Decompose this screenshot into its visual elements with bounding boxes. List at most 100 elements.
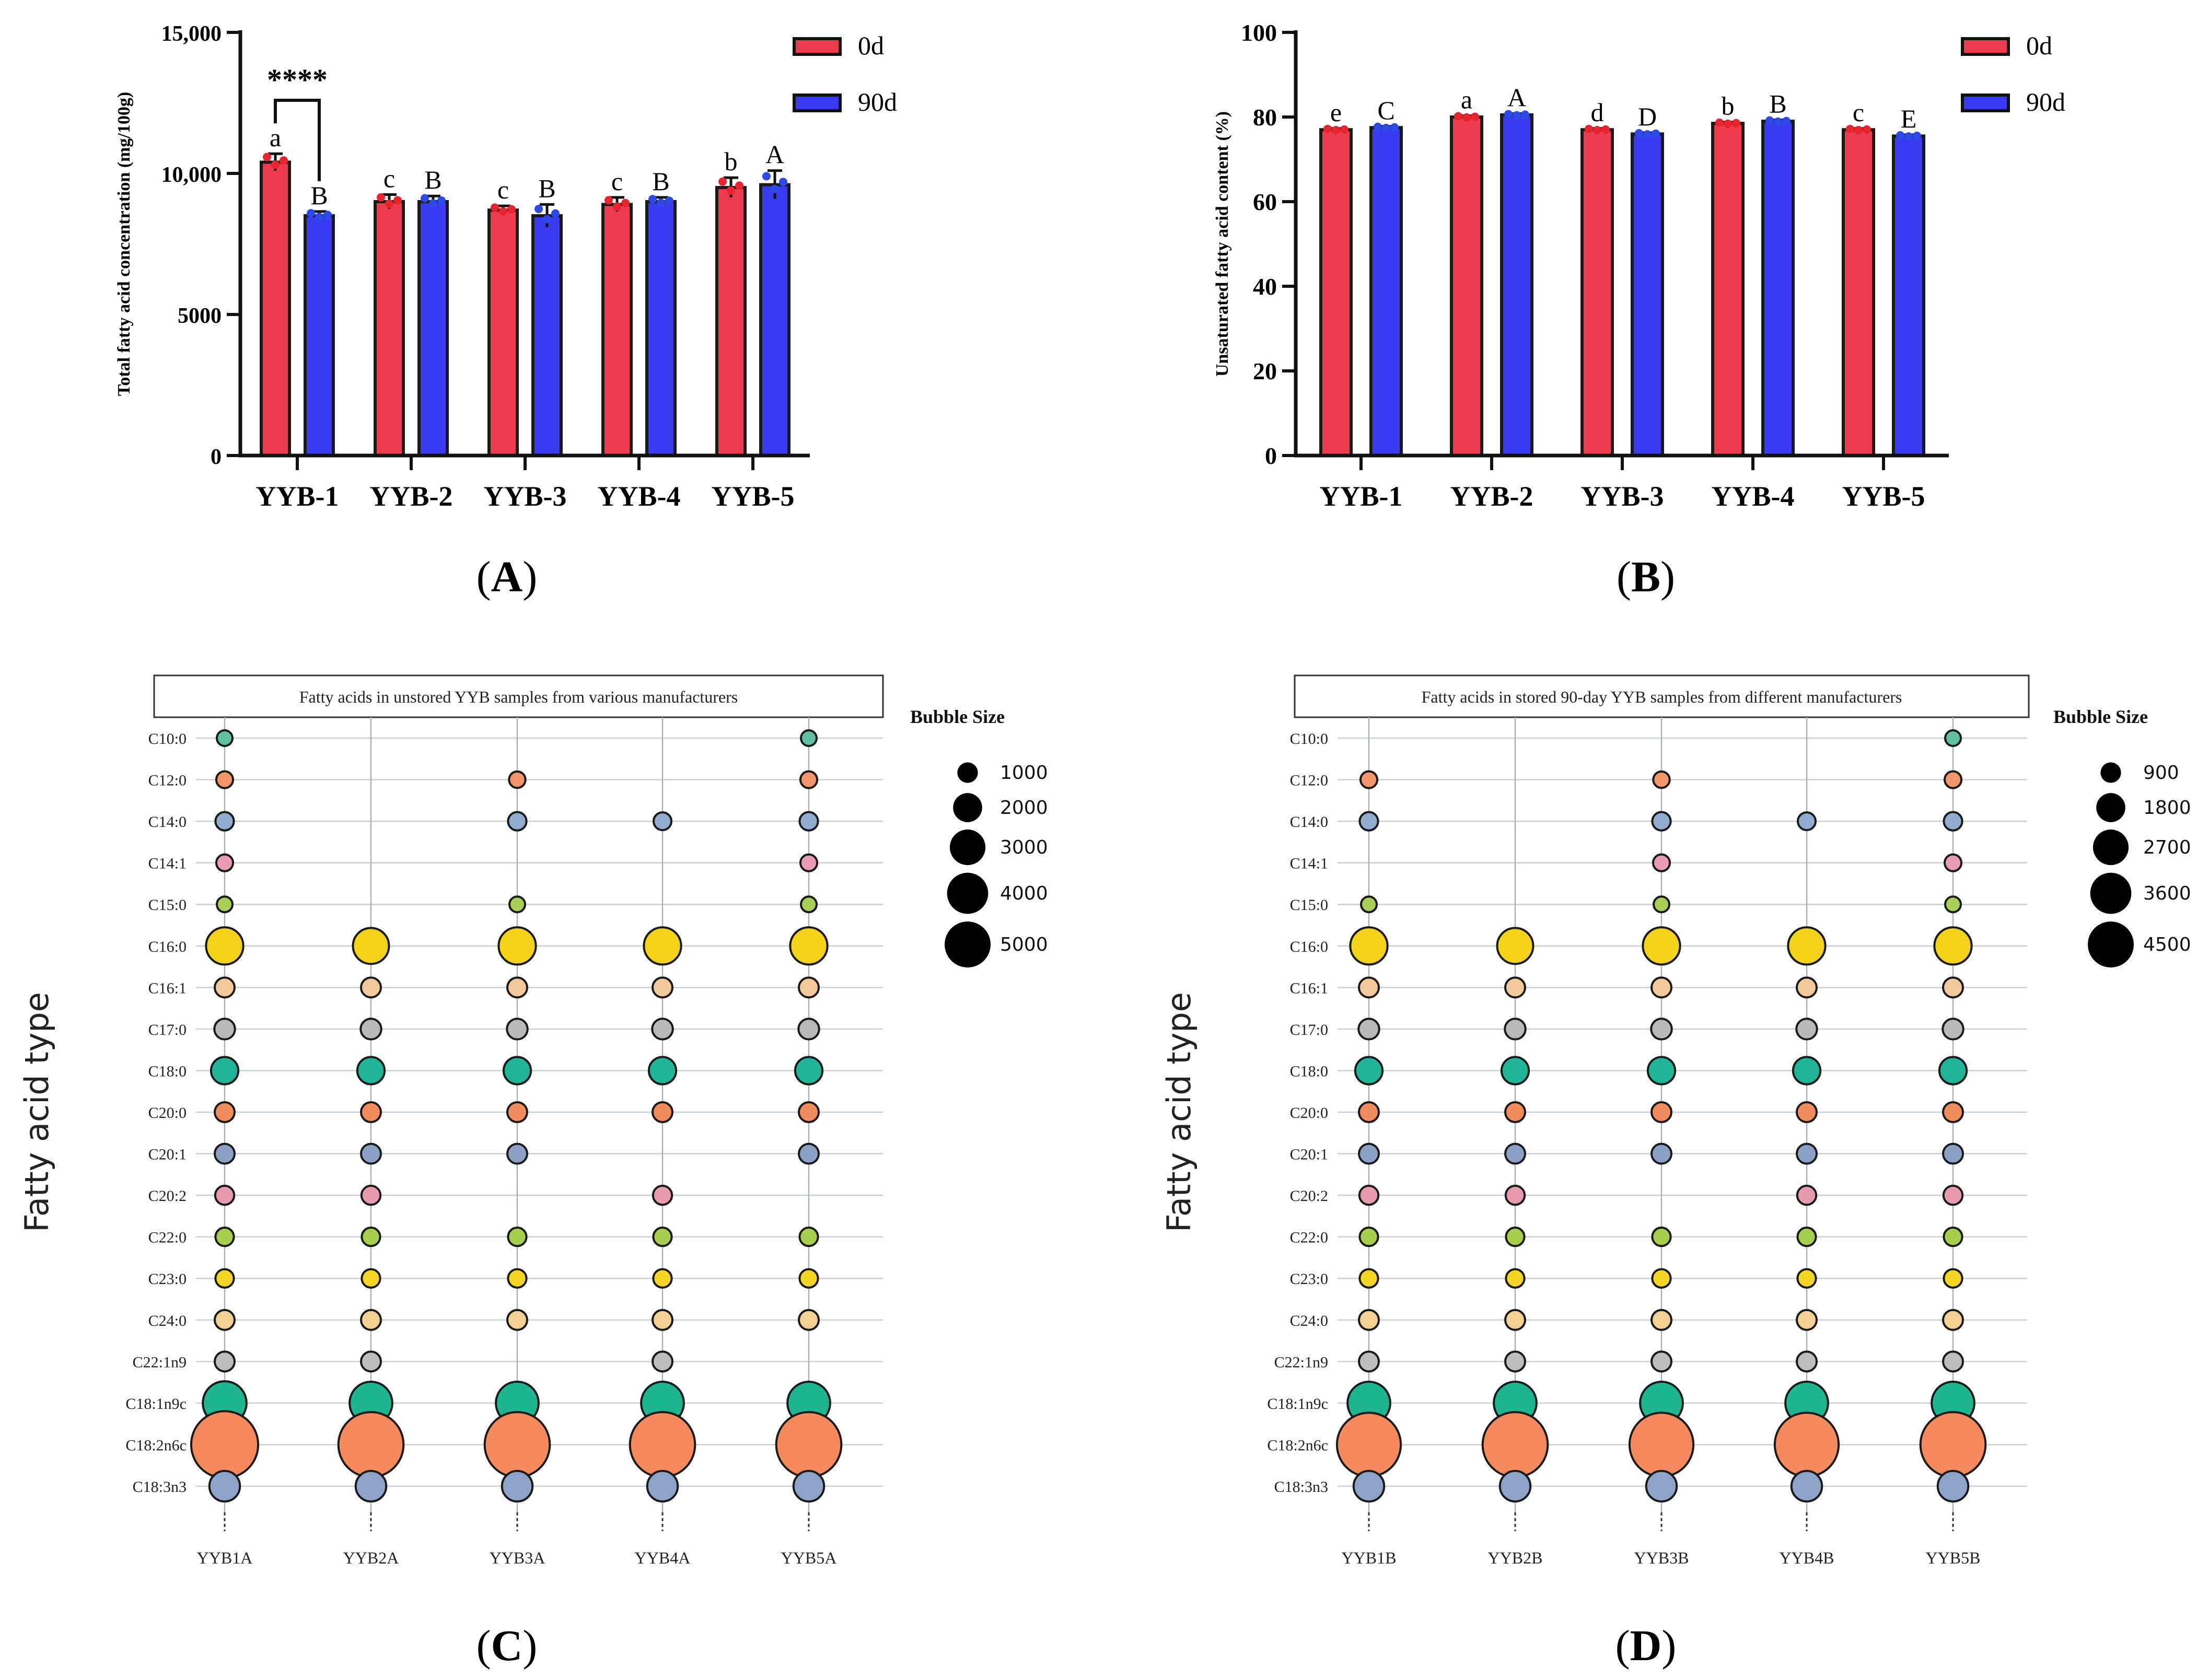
row-label: C18:2n6c bbox=[1267, 1437, 1328, 1454]
bubble bbox=[1942, 1309, 1964, 1331]
bar bbox=[759, 183, 791, 458]
column-label: YYB4A bbox=[635, 1548, 691, 1567]
data-point bbox=[1854, 126, 1863, 135]
bubble bbox=[1645, 1469, 1678, 1503]
bubble bbox=[798, 811, 819, 832]
data-point bbox=[429, 199, 437, 208]
bubble bbox=[1652, 770, 1671, 789]
significance-bracket bbox=[274, 99, 321, 181]
bubble bbox=[1358, 1184, 1380, 1206]
bubble bbox=[1942, 1184, 1964, 1206]
row-label: C12:0 bbox=[148, 772, 187, 789]
row-label: C23:0 bbox=[1290, 1270, 1328, 1288]
y-tick-label: 0 bbox=[211, 445, 222, 469]
bubble bbox=[1650, 976, 1672, 999]
bubble bbox=[506, 1018, 529, 1041]
row-label: C18:3n3 bbox=[133, 1478, 187, 1496]
significance-letter: A bbox=[765, 140, 784, 169]
bar bbox=[487, 208, 519, 457]
bar bbox=[1369, 126, 1403, 457]
bubble bbox=[360, 1184, 382, 1206]
bubble bbox=[508, 770, 527, 789]
bubble bbox=[652, 1227, 673, 1247]
bubble bbox=[216, 895, 234, 914]
bar bbox=[531, 214, 563, 457]
significance-letter: c bbox=[611, 167, 623, 196]
x-tick-label: YYB-3 bbox=[484, 481, 567, 512]
bubble bbox=[508, 895, 526, 914]
bubble bbox=[214, 1184, 236, 1206]
bubble-legend-marker bbox=[2088, 921, 2134, 967]
bubble bbox=[652, 1184, 673, 1206]
data-point bbox=[1382, 123, 1390, 132]
data-point bbox=[393, 196, 402, 205]
bubble bbox=[1642, 926, 1681, 966]
data-point bbox=[648, 195, 657, 204]
bubble-legend-marker bbox=[2100, 762, 2121, 783]
bubble bbox=[798, 1268, 819, 1289]
y-axis-label: Total fatty acid concentration (mg/100g) bbox=[114, 92, 134, 396]
data-point bbox=[1913, 131, 1921, 140]
bubble bbox=[651, 1018, 674, 1041]
chart-title-box bbox=[153, 674, 884, 718]
column-label: YYB5A bbox=[781, 1548, 837, 1567]
bubble bbox=[1650, 1350, 1672, 1373]
data-point bbox=[762, 172, 771, 181]
row-label: C16:1 bbox=[1290, 979, 1328, 997]
column-label: YYB2A bbox=[343, 1548, 399, 1567]
bubble bbox=[652, 1101, 673, 1123]
row-label: C15:0 bbox=[1290, 896, 1328, 914]
significance-letter: c bbox=[383, 164, 395, 193]
chart-title: Fatty acids in stored 90-day YYB samples… bbox=[1422, 687, 1902, 706]
data-point bbox=[1635, 129, 1643, 137]
row-label: C12:0 bbox=[1290, 772, 1328, 789]
bubble bbox=[1358, 1142, 1380, 1165]
data-point bbox=[271, 160, 280, 169]
bubble bbox=[1651, 811, 1672, 832]
significance-letter: a bbox=[270, 123, 281, 152]
bubble bbox=[652, 811, 673, 832]
bubble bbox=[214, 1227, 235, 1247]
bubble-legend-label: 2700 bbox=[2143, 837, 2191, 858]
bubble bbox=[794, 1056, 824, 1086]
bubble bbox=[789, 926, 829, 966]
significance-letter: e bbox=[1330, 98, 1342, 127]
row-label: C16:1 bbox=[148, 979, 187, 997]
bubble-legend-label: 900 bbox=[2143, 762, 2179, 784]
row-label: C24:0 bbox=[148, 1312, 187, 1329]
bubble bbox=[1357, 1018, 1380, 1041]
legend-swatch bbox=[1961, 37, 2010, 56]
panel-label-a: (A) bbox=[476, 553, 538, 601]
data-point bbox=[1585, 124, 1593, 133]
bubble bbox=[1792, 1056, 1822, 1086]
bubble bbox=[775, 1411, 843, 1478]
bubble bbox=[799, 770, 819, 789]
bar bbox=[1892, 134, 1925, 457]
bubble-legend-label: 1000 bbox=[1000, 762, 1048, 784]
panel-letter-c: C bbox=[491, 1621, 523, 1670]
bubble bbox=[1498, 1469, 1532, 1503]
data-point bbox=[1521, 110, 1529, 119]
bubble bbox=[1358, 811, 1379, 832]
chart-title-box bbox=[1294, 674, 2030, 718]
bubble bbox=[1933, 926, 1973, 966]
bubble bbox=[1504, 1350, 1526, 1373]
bar bbox=[1711, 122, 1745, 457]
bubble bbox=[501, 1469, 534, 1503]
bubble bbox=[1335, 1411, 1402, 1478]
data-point bbox=[657, 199, 665, 207]
bubble bbox=[643, 926, 682, 966]
column-label: YYB2B bbox=[1488, 1548, 1543, 1567]
bubble bbox=[652, 1309, 673, 1331]
y-tick-label: 80 bbox=[1253, 104, 1277, 131]
data-point bbox=[315, 213, 323, 221]
bubble bbox=[800, 729, 818, 747]
significance-letter: b bbox=[1722, 91, 1735, 121]
significance-letter: c bbox=[497, 175, 509, 204]
row-label: C16:0 bbox=[148, 938, 187, 955]
bubble bbox=[356, 1056, 386, 1086]
bubble bbox=[1943, 1268, 1963, 1289]
significance-letter: b bbox=[725, 147, 738, 176]
bubble-legend-label: 5000 bbox=[1000, 934, 1048, 955]
bubble bbox=[502, 1056, 532, 1086]
